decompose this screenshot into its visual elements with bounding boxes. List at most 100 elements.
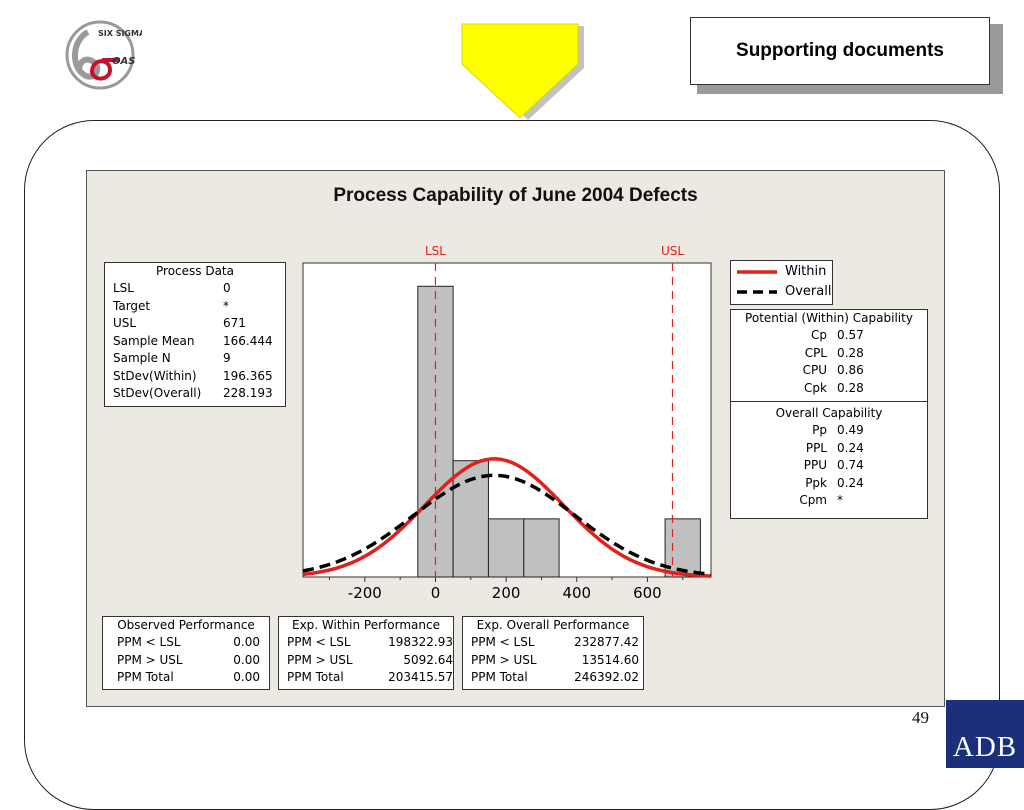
potential-capability-row: CPL 0.28	[731, 345, 927, 363]
process-data-row-value: 228.193	[223, 386, 273, 400]
process-data-row: StDev(Overall) 228.193	[105, 385, 285, 403]
curve-overall	[302, 473, 712, 577]
adb-logo-text: ADB	[952, 731, 1018, 763]
process-data-row-label: StDev(Overall)	[113, 386, 202, 400]
process-data-row-value: 196.365	[223, 368, 273, 383]
spec-label-lsl: LSL	[425, 244, 446, 258]
exp-within-performance-row-value: 198322.93	[388, 635, 453, 649]
overall-capability-row: PPL 0.24	[731, 440, 927, 458]
exp-within-performance-row: PPM > USL 5092.64	[279, 652, 453, 670]
potential-capability-row-label: Cpk	[804, 380, 827, 395]
overall-capability-header: Overall Capability	[775, 406, 883, 420]
potential-capability-header: Potential (Within) Capability	[745, 311, 913, 325]
overall-capability-row: Pp 0.49	[731, 422, 927, 440]
observed-performance-row-label: PPM < LSL	[117, 635, 181, 649]
exp-overall-performance-row: PPM < LSL 232877.42	[463, 634, 643, 652]
process-data-header: Process Data	[156, 264, 234, 278]
overall-capability-row: PPU 0.74	[731, 457, 927, 475]
process-data-row-label: LSL	[113, 281, 134, 295]
observed-performance-row: PPM < LSL 0.00	[103, 634, 269, 652]
process-data-row-value: 0	[223, 281, 231, 295]
page-number: 49	[912, 708, 929, 727]
exp-within-performance-row-label: PPM Total	[287, 670, 344, 684]
exp-overall-performance-header: Exp. Overall Performance	[476, 618, 630, 632]
process-data-row-label: Sample Mean	[113, 333, 195, 348]
exp-within-performance-row-label: PPM < LSL	[287, 635, 351, 649]
exp-overall-performance-row-value: 232877.42	[574, 635, 639, 649]
process-data-row: Target *	[105, 298, 285, 316]
capability-chart-panel: Process Capability of June 2004 Defects …	[86, 170, 945, 707]
logo-text-oas: OAS	[112, 56, 135, 67]
exp-overall-performance-row: PPM > USL 13514.60	[463, 652, 643, 670]
curve-within	[302, 457, 712, 578]
overall-capability-row: Cpm *	[731, 492, 927, 510]
process-data-row-value: 9	[223, 351, 231, 365]
exp-overall-performance-row-label: PPM Total	[471, 670, 528, 684]
potential-capability-row-label: Cp	[811, 328, 827, 342]
process-data-row: Sample N 9	[105, 350, 285, 368]
exp-overall-performance-row-label: PPM < LSL	[471, 635, 535, 649]
histogram-bar	[664, 518, 701, 578]
observed-performance-header: Observed Performance	[117, 618, 255, 632]
potential-capability-row-value: 0.57	[837, 328, 864, 342]
overall-capability-row: Ppk 0.24	[731, 475, 927, 493]
overall-capability-row-label: Cpm	[799, 493, 827, 507]
x-tick-label: 600	[633, 584, 662, 602]
process-data-box: Process Data LSL 0 Target * USL 671 Sample Mea…	[104, 262, 286, 407]
process-data-row-value: 166.444	[223, 333, 273, 348]
exp-overall-performance-row-value: 246392.02	[574, 670, 639, 684]
potential-capability-row-label: CPL	[804, 345, 827, 360]
potential-capability-row: Cp 0.57	[731, 327, 927, 345]
supporting-documents-label: Supporting documents	[736, 40, 944, 61]
process-data-row-label: StDev(Within)	[113, 368, 197, 383]
exp-overall-performance-row-label: PPM > USL	[471, 652, 537, 667]
overall-capability-row-label: PPU	[803, 458, 827, 472]
exp-overall-performance-row: PPM Total 246392.02	[463, 669, 643, 687]
legend-label-within: Within	[785, 264, 827, 279]
supporting-documents-box: Supporting documents	[690, 17, 990, 85]
potential-capability-row-value: 0.86	[837, 363, 864, 377]
exp-within-performance-row-value: 203415.57	[388, 670, 453, 684]
process-data-row-label: Target	[113, 298, 151, 313]
exp-within-performance-header: Exp. Within Performance	[292, 618, 440, 632]
overall-capability-row-value: 0.74	[837, 458, 864, 472]
legend-item-within: Within	[735, 262, 832, 282]
process-data-row-value: *	[223, 298, 229, 313]
spec-label-usl: USL	[661, 244, 684, 258]
legend-label-overall: Overall	[785, 284, 832, 299]
legend-item-overall: Overall	[735, 282, 832, 302]
exp-overall-performance-row-value: 13514.60	[581, 652, 639, 667]
potential-capability-row-value: 0.28	[837, 380, 864, 395]
potential-capability-row-label: CPU	[802, 363, 827, 377]
potential-capability-row: CPU 0.86	[731, 362, 927, 380]
overall-capability-row-value: *	[837, 493, 843, 507]
down-arrow-icon	[444, 22, 588, 122]
chart-title: Process Capability of June 2004 Defects	[333, 185, 698, 206]
x-tick-label: 0	[431, 584, 441, 602]
histogram-bar	[487, 518, 525, 578]
exp-within-performance-row: PPM < LSL 198322.93	[279, 634, 453, 652]
overall-capability-row-label: Pp	[812, 423, 827, 437]
histogram-bar	[523, 518, 560, 578]
logo-text-six-sigma: SIX SIGMA	[98, 29, 142, 38]
six-sigma-oas-logo: SIX SIGMA OAS	[58, 18, 146, 92]
process-data-row-value: 671	[223, 316, 246, 330]
x-tick-label: 400	[562, 584, 591, 602]
observed-performance-row: PPM Total 0.00	[103, 669, 269, 687]
overall-capability-row-value: 0.24	[837, 475, 864, 490]
exp-within-performance-box: Exp. Within Performance PPM < LSL 198322.…	[278, 616, 454, 690]
exp-within-performance-row-value: 5092.64	[403, 652, 453, 667]
observed-performance-row-value: 0.00	[233, 670, 260, 684]
overall-capability-row-value: 0.24	[837, 440, 864, 455]
observed-performance-box: Observed Performance PPM < LSL 0.00 PPM > …	[102, 616, 270, 690]
process-data-row: Sample Mean 166.444	[105, 333, 285, 351]
exp-overall-performance-box: Exp. Overall Performance PPM < LSL 232877…	[462, 616, 644, 690]
process-data-row-label: Sample N	[113, 351, 171, 365]
histogram-plot: LSL USL -200 0 200 400 600	[302, 244, 712, 602]
x-tick-label: 200	[492, 584, 521, 602]
observed-performance-row-label: PPM > USL	[117, 652, 183, 667]
observed-performance-row: PPM > USL 0.00	[103, 652, 269, 670]
observed-performance-row-value: 0.00	[233, 635, 260, 649]
exp-within-performance-row: PPM Total 203415.57	[279, 669, 453, 687]
capability-box: Potential (Within) Capability Cp 0.57 CPL 0…	[730, 309, 928, 519]
